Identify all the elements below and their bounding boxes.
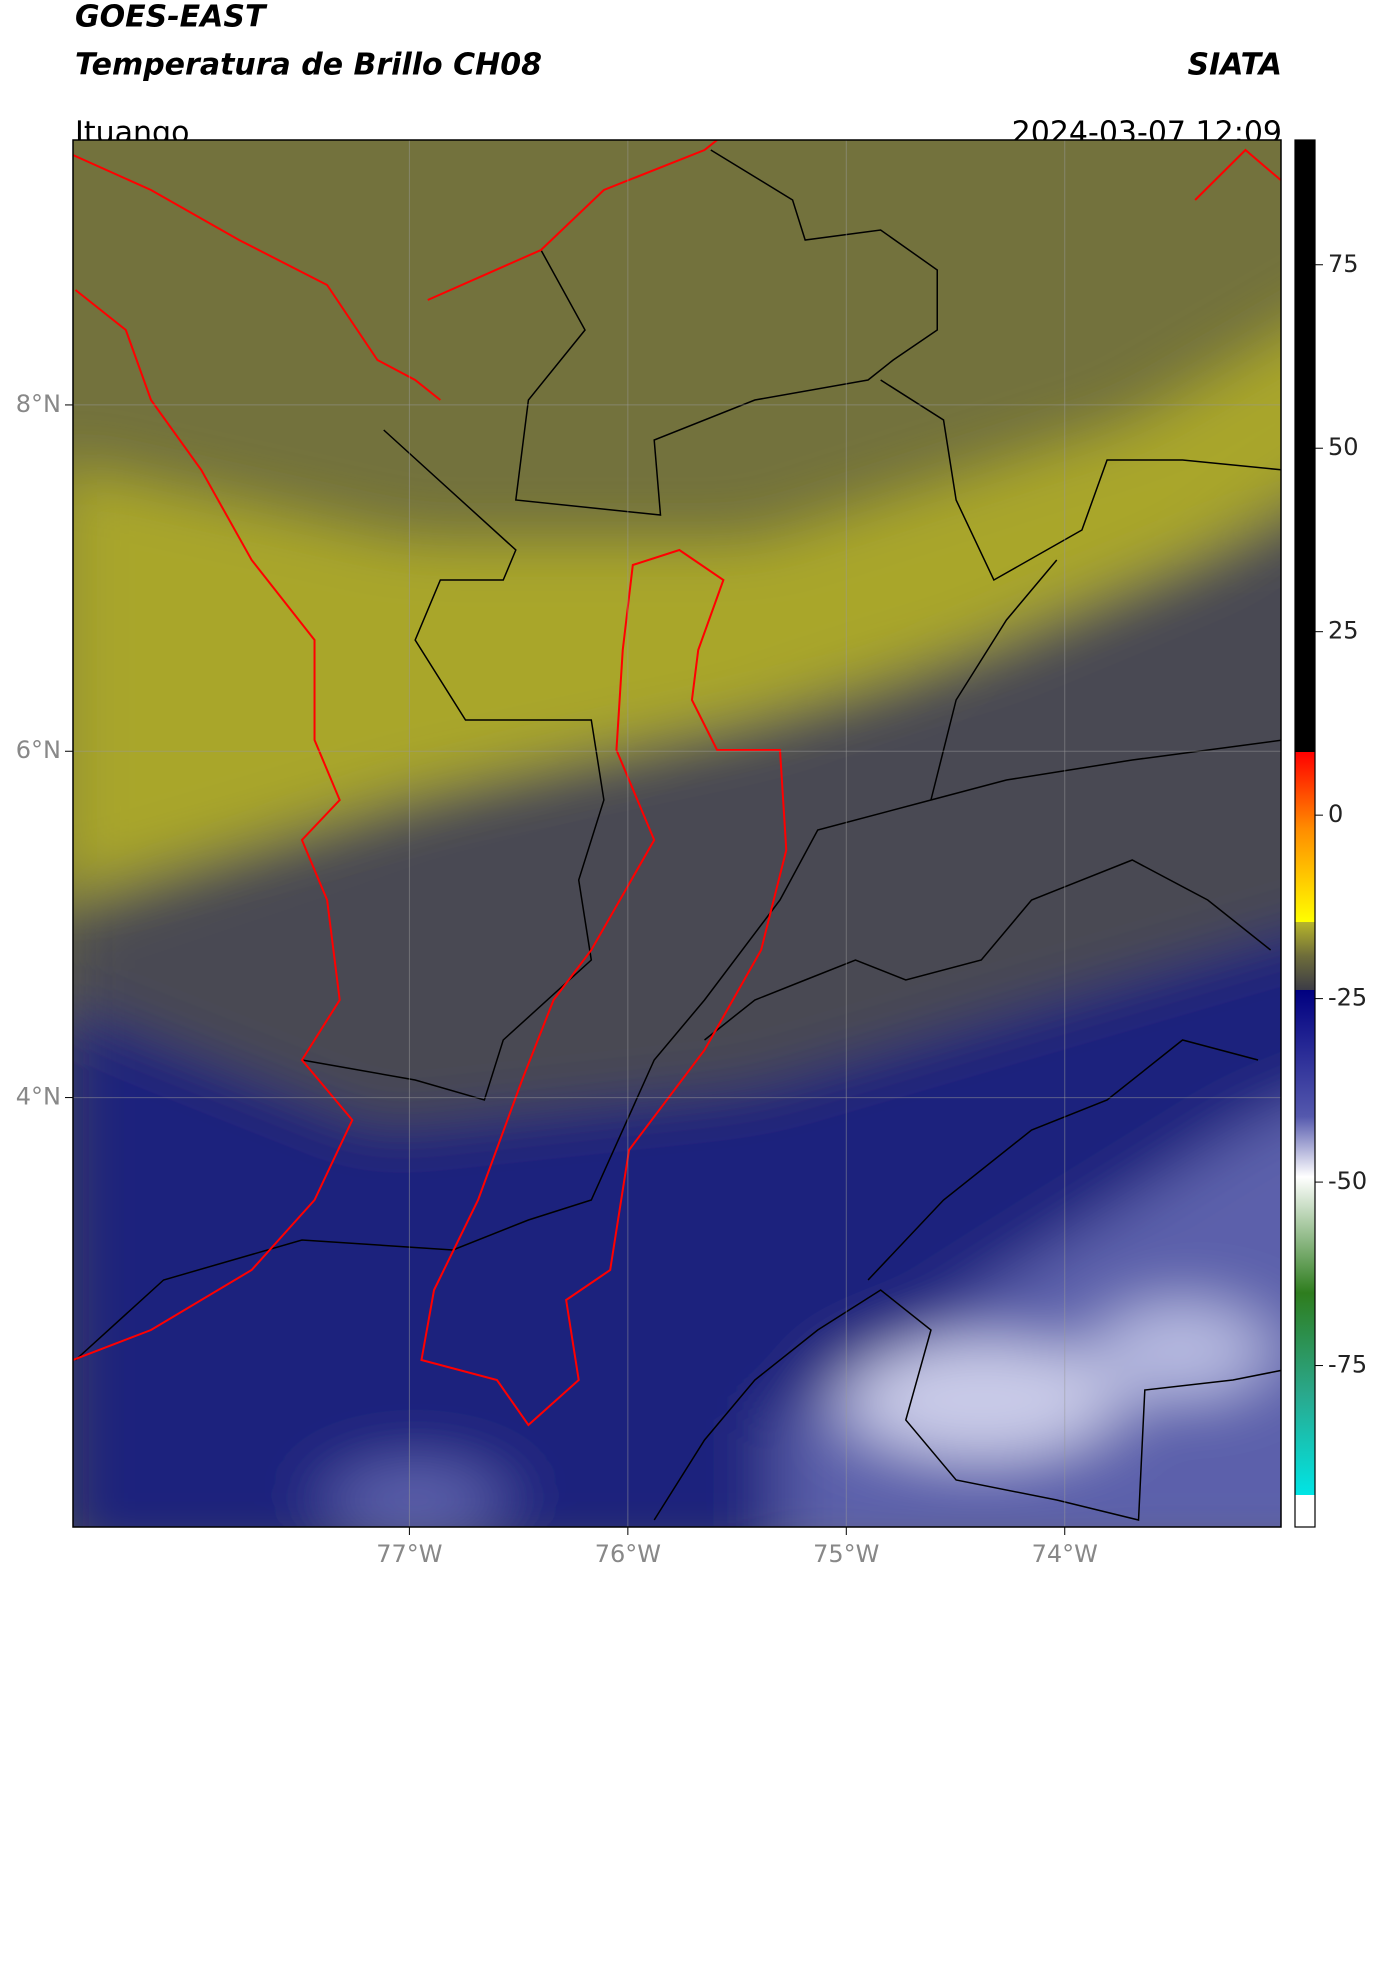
title: GOES-EAST	[75, 0, 268, 35]
y-tick-label: 6°N	[16, 736, 61, 764]
colorbar	[1294, 139, 1316, 1528]
x-tick-label: 75°W	[813, 1540, 879, 1568]
colorbar-tick-label: -25	[1328, 984, 1367, 1012]
y-tick-label: 4°N	[16, 1083, 61, 1111]
map-frame	[72, 139, 1282, 1528]
colorbar-tick-label: 0	[1328, 800, 1343, 828]
subtitle: Temperatura de Brillo CH08	[75, 48, 542, 83]
satellite-image	[73, 140, 1281, 1527]
colorbar-tick-label: 50	[1328, 433, 1359, 461]
x-tick-label: 76°W	[595, 1540, 661, 1568]
grid	[73, 140, 1281, 1527]
x-tick-label: 77°W	[376, 1540, 442, 1568]
colorbar-tick-label: 25	[1328, 617, 1359, 645]
colorbar-tick-label: -75	[1328, 1351, 1367, 1379]
colorbar-tick-label: 75	[1328, 250, 1359, 278]
colorbar-ticks: 75 50 25 0 -25 -50 -75	[1315, 250, 1367, 1379]
org: SIATA	[1188, 48, 1282, 83]
x-tick-label: 74°W	[1032, 1540, 1098, 1568]
y-tick-label: 8°N	[16, 390, 61, 418]
colorbar-tick-label: -50	[1328, 1167, 1367, 1195]
